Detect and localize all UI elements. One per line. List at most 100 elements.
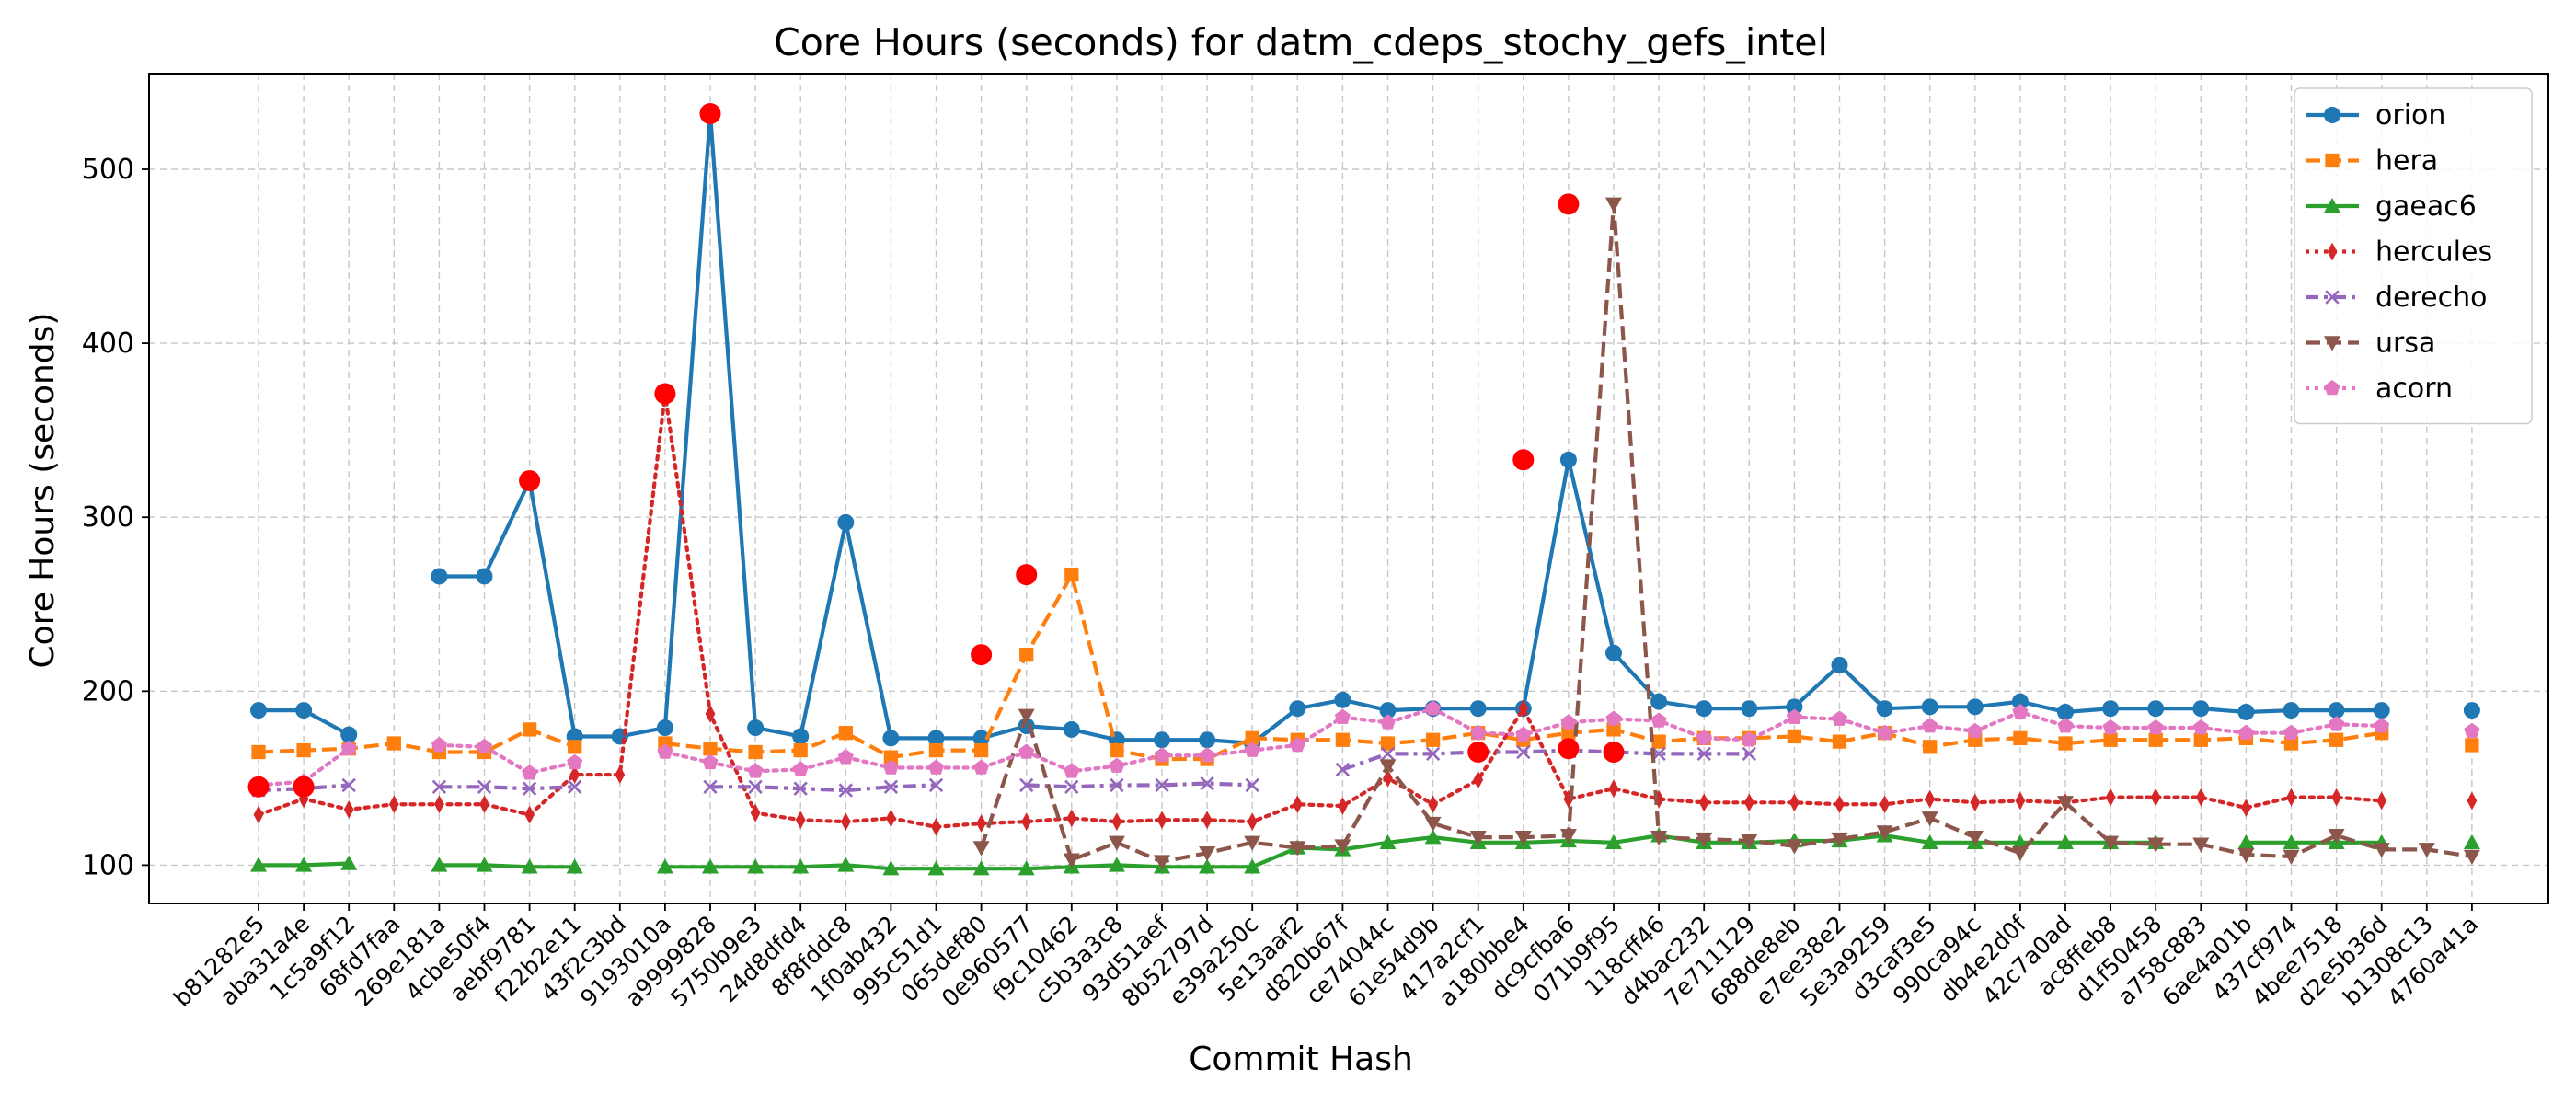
point-acorn (837, 749, 854, 765)
point-hera (1787, 729, 1802, 744)
point-hercules (479, 795, 489, 814)
point-acorn (1244, 742, 1260, 757)
point-derecho (1245, 777, 1259, 793)
point-derecho (1200, 776, 1214, 791)
point-orion (431, 568, 448, 585)
point-ursa (1379, 759, 1397, 775)
point-acorn (1199, 747, 1215, 763)
point-orion (656, 719, 673, 737)
point-gaeac6 (2011, 834, 2029, 850)
point-gaeac6 (882, 860, 900, 876)
highlight-point (1558, 738, 1580, 760)
point-hercules (1428, 795, 1438, 814)
point-ursa (1605, 197, 1622, 213)
point-orion (1289, 700, 1306, 718)
point-orion (250, 702, 267, 719)
point-ursa (1424, 816, 1442, 833)
point-orion (927, 730, 945, 747)
point-derecho (1019, 777, 1034, 793)
legend-label: ursa (2375, 328, 2435, 360)
point-acorn (792, 761, 809, 776)
point-gaeac6 (431, 857, 448, 872)
point-derecho (793, 781, 808, 796)
point-ursa (2011, 845, 2029, 862)
point-gaeac6 (927, 860, 945, 876)
point-hercules (795, 811, 806, 830)
point-acorn (522, 765, 538, 780)
point-gaeac6 (747, 858, 765, 874)
point-acorn (2237, 724, 2254, 740)
point-hercules (705, 704, 716, 723)
point-hercules (1880, 795, 1890, 814)
point-acorn (657, 743, 673, 759)
point-hera (386, 736, 401, 751)
point-derecho (1696, 746, 1711, 762)
point-ursa (1018, 708, 1035, 724)
point-ursa (1063, 853, 1080, 868)
point-acorn (927, 759, 945, 775)
point-hera (1019, 647, 1034, 662)
point-hercules (1518, 699, 1529, 719)
point-acorn (747, 763, 764, 778)
point-ursa (1831, 832, 1848, 848)
point-derecho (1155, 777, 1169, 793)
point-hera (1651, 734, 1666, 749)
series-line-hera (664, 572, 2383, 762)
point-hera (748, 744, 763, 760)
point-hercules (2150, 788, 2161, 807)
point-hercules (434, 795, 444, 814)
legend-item-acorn: acorn (2306, 373, 2453, 405)
point-orion (1650, 693, 1668, 710)
point-hercules (1156, 811, 1167, 830)
point-hera (2103, 732, 2118, 747)
point-acorn (1154, 747, 1170, 763)
series-line-derecho (710, 783, 937, 793)
point-gaeac6 (972, 860, 990, 876)
point-orion (1831, 656, 1848, 673)
series-line-derecho (1026, 781, 1253, 789)
point-hera (1425, 732, 1441, 747)
point-orion (2011, 693, 2029, 710)
legend-item-hera: hera (2306, 145, 2438, 178)
point-acorn (1741, 731, 1757, 747)
highlight-point (1512, 449, 1535, 471)
point-derecho (477, 779, 492, 794)
point-derecho (1335, 762, 1351, 777)
point-hera (1335, 732, 1351, 747)
point-hercules (1925, 789, 1936, 809)
point-acorn (2147, 719, 2164, 735)
point-orion (1786, 698, 1803, 716)
point-orion (1696, 700, 1713, 718)
series-line-derecho (258, 783, 350, 793)
point-acorn (431, 736, 447, 753)
point-orion (2373, 702, 2390, 719)
y-tick-label: 100 (82, 849, 134, 881)
series-line-acorn (437, 742, 577, 776)
point-orion (882, 730, 900, 747)
legend-item-derecho: derecho (2306, 282, 2488, 314)
point-ursa (2057, 796, 2074, 811)
legend-swatch-marker (2325, 290, 2340, 305)
point-hercules (1563, 789, 1574, 809)
legend-item-gaeac6: gaeac6 (2306, 190, 2477, 223)
series-acorn (250, 700, 2480, 792)
legend-label: derecho (2375, 282, 2488, 314)
legend-swatch-marker (2324, 107, 2340, 123)
highlight-layer (247, 102, 1625, 798)
point-ursa (1786, 839, 1803, 855)
point-orion (2283, 702, 2300, 719)
point-hera (1923, 740, 1938, 754)
legend-label: gaeac6 (2375, 190, 2477, 223)
point-ursa (2463, 849, 2480, 865)
point-hera (1064, 567, 1079, 582)
point-hercules (524, 805, 535, 824)
point-hercules (1834, 795, 1845, 814)
point-orion (2328, 702, 2345, 719)
point-gaeac6 (1424, 829, 1442, 845)
series-line-gaeac6 (664, 834, 2156, 871)
point-hercules (1202, 811, 1213, 830)
point-derecho (1425, 746, 1441, 762)
point-ursa (1108, 835, 1125, 851)
point-ursa (2147, 837, 2165, 853)
point-acorn (476, 738, 493, 754)
